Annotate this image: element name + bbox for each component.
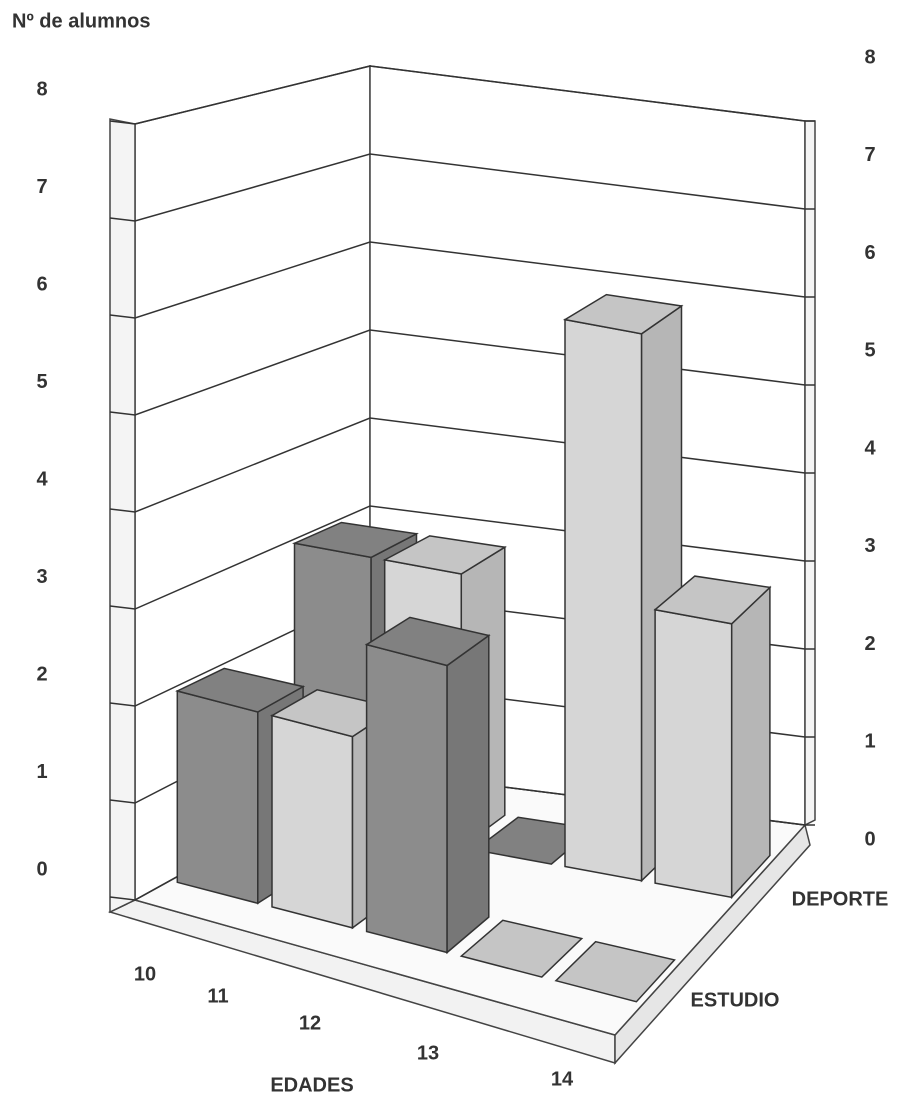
- y2-tick-label: 4: [864, 437, 876, 459]
- grid-line: [109, 329, 815, 416]
- y2-tick-label: 3: [864, 535, 875, 557]
- bar-side: [446, 634, 490, 955]
- y-tick-label: 0: [36, 858, 47, 880]
- x-tick-label: 11: [207, 985, 228, 1007]
- y2-tick-label: 0: [864, 828, 875, 850]
- y2-tick-label: 1: [864, 731, 875, 753]
- bar-top: [459, 919, 584, 978]
- grid-line: [109, 65, 815, 125]
- y2-tick-label: 7: [864, 144, 875, 166]
- bar-front: [365, 643, 448, 954]
- bar-top: [364, 616, 491, 667]
- y-tick-label: 6: [36, 273, 47, 295]
- y2-tick-label: 8: [864, 46, 875, 68]
- bar-front: [176, 690, 259, 905]
- bar-top: [382, 535, 507, 575]
- y2-tick-label: 6: [864, 242, 875, 264]
- y-tick-label: 2: [36, 663, 47, 685]
- grid-line: [109, 241, 815, 319]
- left-wall-edge: [109, 118, 136, 914]
- x-tick-label: 14: [551, 1068, 574, 1090]
- y-tick-label: 7: [36, 176, 47, 198]
- bar-side: [730, 585, 771, 900]
- grid-line: [109, 417, 815, 513]
- y-tick-label: 5: [36, 371, 47, 393]
- bar-front: [271, 714, 354, 929]
- x-axis-title: EDADES: [270, 1074, 353, 1096]
- y-tick-label: 3: [36, 566, 47, 588]
- y-tick-label: 4: [36, 468, 48, 490]
- bar-front: [564, 318, 643, 882]
- x-tick-label: 12: [299, 1012, 321, 1034]
- series-label: DEPORTE: [792, 888, 889, 910]
- bar-top: [562, 293, 684, 335]
- y-tick-label: 8: [36, 78, 47, 100]
- x-tick-label: 10: [134, 963, 156, 985]
- y-axis-title: Nº de alumnos: [12, 10, 150, 32]
- grid-line: [109, 153, 815, 222]
- bar-front: [654, 608, 733, 899]
- bar-top: [653, 575, 772, 625]
- grid-line: [109, 505, 815, 610]
- y2-tick-label: 2: [864, 633, 875, 655]
- bar-top: [175, 667, 306, 713]
- y-tick-label: 1: [36, 761, 47, 783]
- bar-top: [554, 940, 676, 1003]
- series-label: ESTUDIO: [691, 989, 780, 1011]
- x-tick-label: 13: [417, 1042, 439, 1064]
- y2-tick-label: 5: [864, 340, 875, 362]
- bar-top: [291, 521, 419, 559]
